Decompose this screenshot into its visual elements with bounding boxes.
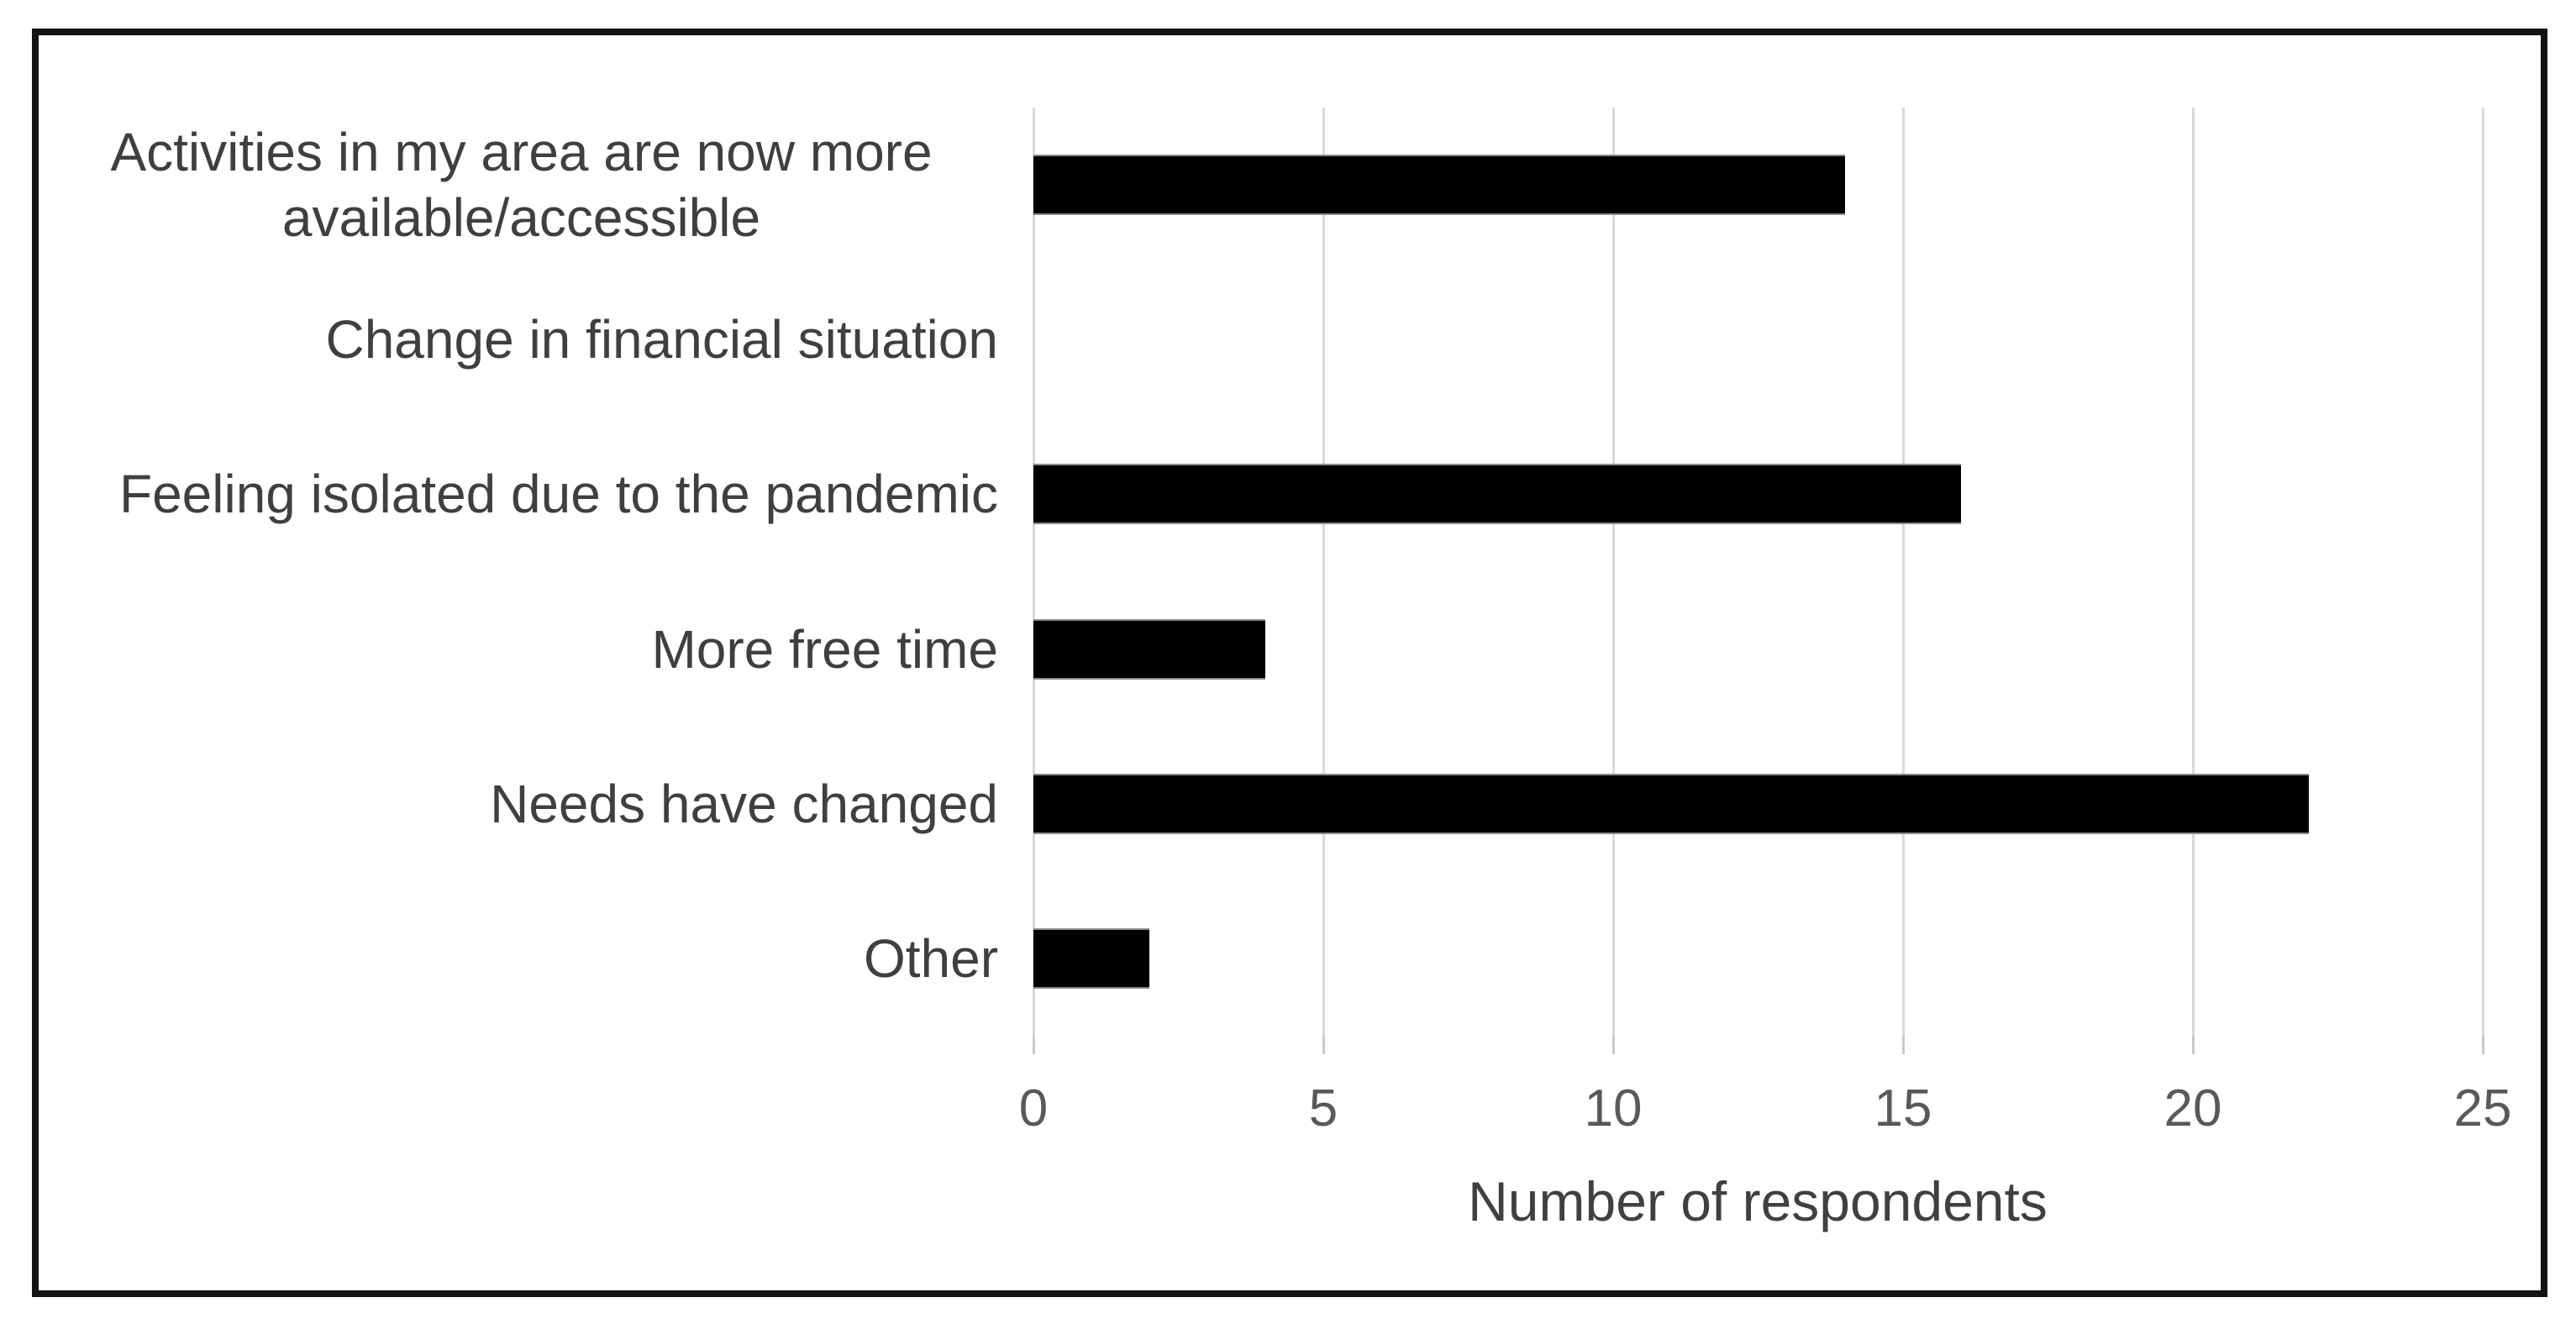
bar — [1033, 620, 1265, 678]
bar — [1033, 929, 1149, 987]
tick-mark-x-5 — [1322, 1036, 1325, 1054]
bar — [1033, 775, 2309, 833]
x-tick-label-5: 5 — [1308, 1079, 1338, 1137]
gridline-x-25 — [2481, 108, 2484, 1036]
tick-mark-x-0 — [1032, 1036, 1035, 1054]
category-label: Other — [863, 927, 998, 989]
plot-area — [39, 35, 2541, 1290]
bar — [1033, 156, 1845, 214]
category-label: Change in financial situation — [325, 309, 998, 370]
category-label: Needs have changed — [490, 773, 998, 834]
category-label: Feeling isolated due to the pandemic — [118, 464, 998, 525]
x-tick-label-0: 0 — [1018, 1079, 1049, 1137]
category-axis: Activities in my area are now more avail… — [39, 35, 2541, 1290]
tick-mark-x-25 — [2481, 1036, 2484, 1054]
gridline-x-20 — [2191, 108, 2195, 1036]
chart-frame: Activities in my area are now more avail… — [32, 29, 2547, 1297]
tick-mark-x-10 — [1611, 1036, 1615, 1054]
x-tick-label-20: 20 — [2163, 1079, 2222, 1137]
category-label: More free time — [651, 618, 998, 680]
tick-mark-x-20 — [2191, 1036, 2195, 1054]
x-axis-title: Number of respondents — [1468, 1170, 2048, 1232]
category-label: Activities in my area are now more avail… — [110, 122, 933, 249]
tick-mark-x-15 — [1901, 1036, 1905, 1054]
bar — [1033, 465, 1961, 523]
value-axis: Number of respondents 0 5 10 15 20 25 — [39, 35, 2541, 1290]
gridline-x-5 — [1322, 108, 1325, 1036]
x-tick-label-10: 10 — [1584, 1079, 1643, 1137]
gridline-x-10 — [1611, 108, 1615, 1036]
x-tick-label-15: 15 — [1874, 1079, 1932, 1137]
gridline-x-15 — [1901, 108, 1905, 1036]
x-tick-label-25: 25 — [2453, 1079, 2512, 1137]
gridline-x-0 — [1032, 108, 1035, 1036]
